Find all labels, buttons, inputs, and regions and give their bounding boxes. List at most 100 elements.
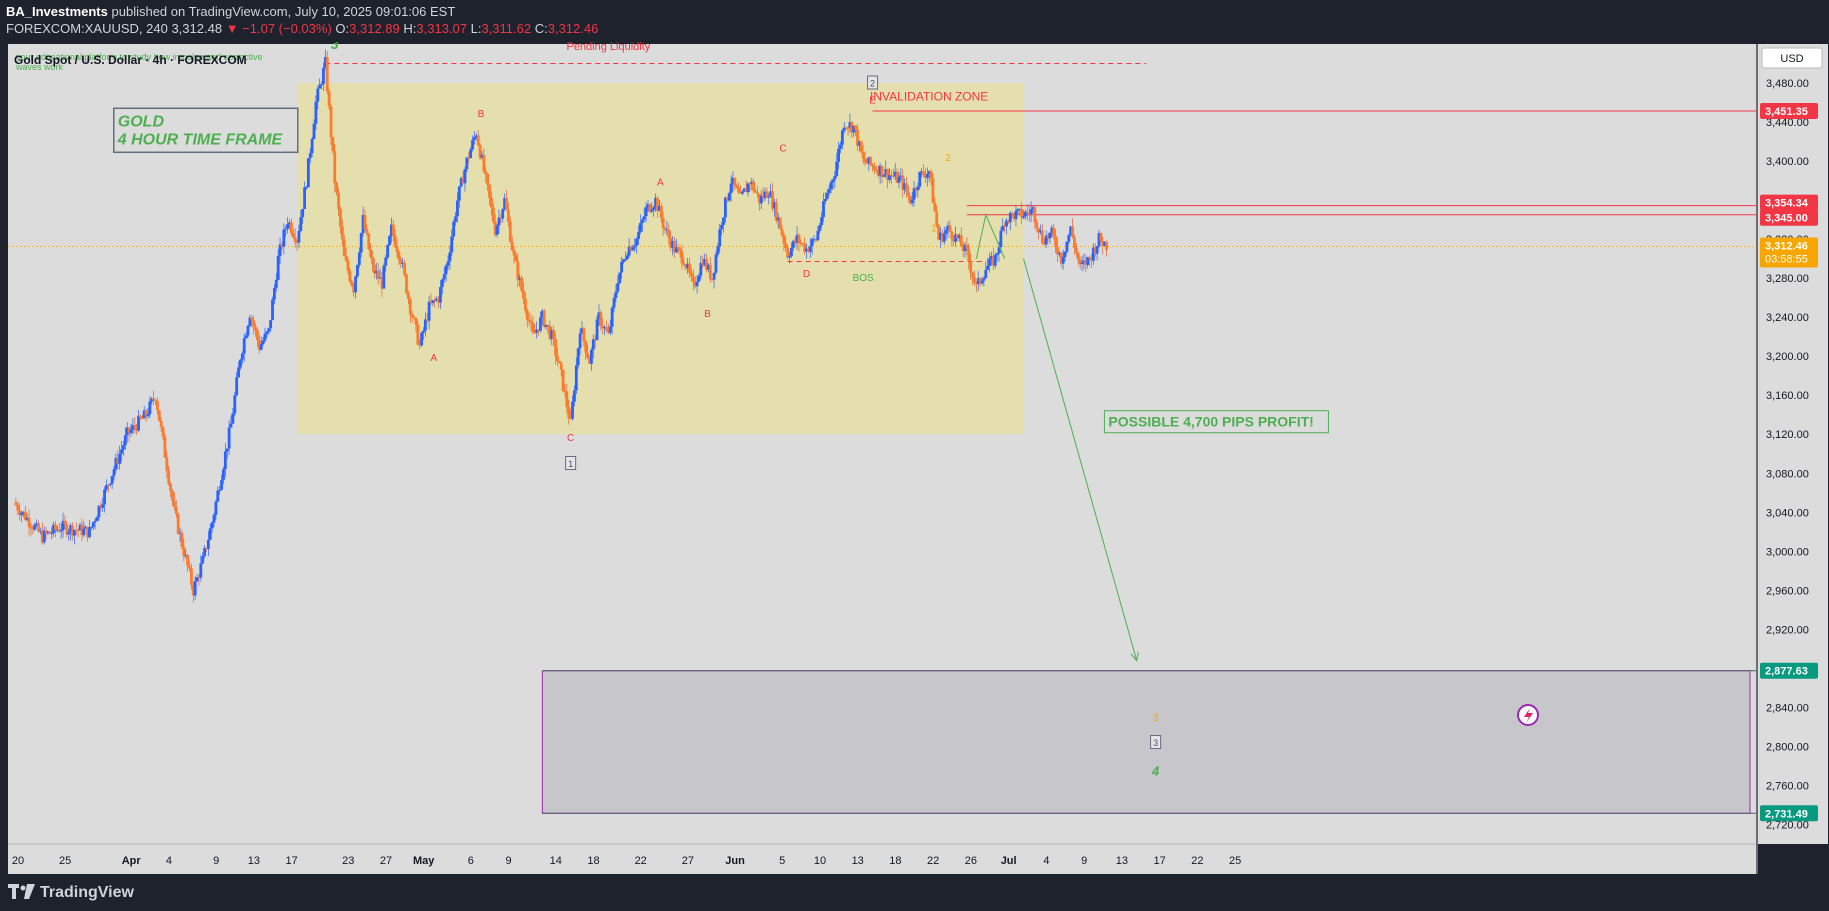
currency-button[interactable] xyxy=(1761,47,1823,69)
candle-body xyxy=(599,312,603,326)
wave-annotation: A xyxy=(431,353,438,364)
range-zone[interactable] xyxy=(297,83,1024,435)
candle-body xyxy=(933,202,937,212)
candle-body xyxy=(71,525,74,536)
candle-body xyxy=(735,185,739,188)
publisher-name[interactable]: BA_Investments xyxy=(6,4,108,19)
price-label-tag[interactable]: 3,354.34 xyxy=(1760,194,1818,211)
candle-body xyxy=(697,275,701,282)
candle-body xyxy=(827,189,831,193)
candle-body xyxy=(473,137,476,140)
candle-body xyxy=(937,225,941,240)
candle-body xyxy=(731,177,735,184)
candle-body xyxy=(1074,247,1078,253)
candle-body xyxy=(69,525,73,533)
candle-body xyxy=(156,400,159,411)
time-axis[interactable] xyxy=(8,844,1756,874)
y-tick-label: 3,280.00 xyxy=(1766,273,1809,285)
candle-body xyxy=(408,299,412,315)
candle-body xyxy=(650,210,654,212)
candle-body xyxy=(782,234,786,244)
candle-body xyxy=(516,261,520,280)
candle-body xyxy=(582,328,586,342)
candle-body xyxy=(225,448,229,452)
symbol-name[interactable]: FOREXCOM:XAUUSD, 240 xyxy=(6,21,168,36)
wave-annotation: 2 xyxy=(945,153,951,164)
candle-body xyxy=(810,239,814,247)
price-label-tag[interactable]: 3,451.35 xyxy=(1760,102,1818,119)
profit-box[interactable]: POSSIBLE 4,700 PIPS PROFIT! xyxy=(1103,410,1329,434)
candle-body xyxy=(618,272,622,284)
candle-body xyxy=(608,326,612,333)
candle-body xyxy=(325,57,329,92)
target-zone[interactable] xyxy=(541,670,1751,814)
candle-body xyxy=(688,263,691,273)
candle-body xyxy=(454,216,457,222)
candle-body xyxy=(103,489,106,505)
candle-body xyxy=(33,525,37,530)
y-tick-label: 3,000.00 xyxy=(1766,546,1809,558)
candle-body xyxy=(1095,246,1099,254)
x-tick-label: 22 xyxy=(1191,855,1203,867)
wave-annotation: 3 xyxy=(331,42,339,52)
candle-body xyxy=(195,577,199,582)
candle-body xyxy=(597,312,601,320)
candle-body xyxy=(818,225,822,232)
candle-body xyxy=(950,231,954,239)
candle-body xyxy=(91,522,95,528)
candle-body xyxy=(778,217,782,230)
candle-body xyxy=(199,563,203,578)
candle-body xyxy=(867,157,871,164)
candle-body xyxy=(574,365,578,391)
projection-arrow[interactable] xyxy=(1023,258,1138,661)
candle-body xyxy=(446,261,450,266)
candle-body xyxy=(656,197,659,211)
y-tick-label: 2,920.00 xyxy=(1766,624,1809,636)
price-label-tag[interactable]: 3,345.00 xyxy=(1760,209,1818,226)
lightning-icon[interactable] xyxy=(1517,704,1539,726)
candle-body xyxy=(172,500,176,508)
x-tick-label: Jun xyxy=(725,855,745,867)
candle-body xyxy=(880,165,884,177)
candle-body xyxy=(744,188,748,193)
candle-body xyxy=(505,197,508,210)
candle-body xyxy=(288,222,291,225)
wave-label-box-text: 2 xyxy=(870,79,875,89)
ohlc-open-label: O: xyxy=(335,21,350,36)
candle-body xyxy=(212,514,216,523)
candle-body xyxy=(512,250,516,256)
candle-body xyxy=(978,278,982,284)
candle-body xyxy=(822,201,825,218)
candle-body xyxy=(137,415,140,431)
candle-body xyxy=(1088,256,1091,259)
candle-body xyxy=(1101,241,1105,247)
candle-body xyxy=(557,361,561,364)
candle-body xyxy=(223,451,227,470)
candle-body xyxy=(233,395,237,414)
candle-body xyxy=(812,239,816,241)
price-label-tag[interactable]: 2,731.49 xyxy=(1760,805,1818,822)
candle-body xyxy=(261,340,265,345)
candle-body xyxy=(125,427,129,436)
price-label-tag[interactable]: 2,877.63 xyxy=(1760,662,1818,679)
x-tick-label: 13 xyxy=(852,855,864,867)
candle-body xyxy=(463,169,467,184)
candle-body xyxy=(718,229,722,247)
candle-body xyxy=(148,401,152,415)
candle-body xyxy=(695,281,699,287)
price-axis[interactable] xyxy=(1758,44,1828,844)
tradingview-logo[interactable]: TradingView xyxy=(8,884,134,902)
candle-body xyxy=(93,520,97,523)
candle-body xyxy=(340,226,344,240)
candle-body xyxy=(478,144,482,158)
candle-body xyxy=(163,436,167,458)
wave-annotation: B xyxy=(478,109,485,120)
wave-label-box: 2 xyxy=(867,75,879,90)
x-tick-label: 13 xyxy=(1116,855,1128,867)
candle-body xyxy=(942,233,946,242)
candle-body xyxy=(133,424,137,428)
candle-body xyxy=(980,280,984,284)
price-chart[interactable]: Pending Liquidity INVALIDATION ZONE BOS 3 B A… xyxy=(0,42,1829,874)
